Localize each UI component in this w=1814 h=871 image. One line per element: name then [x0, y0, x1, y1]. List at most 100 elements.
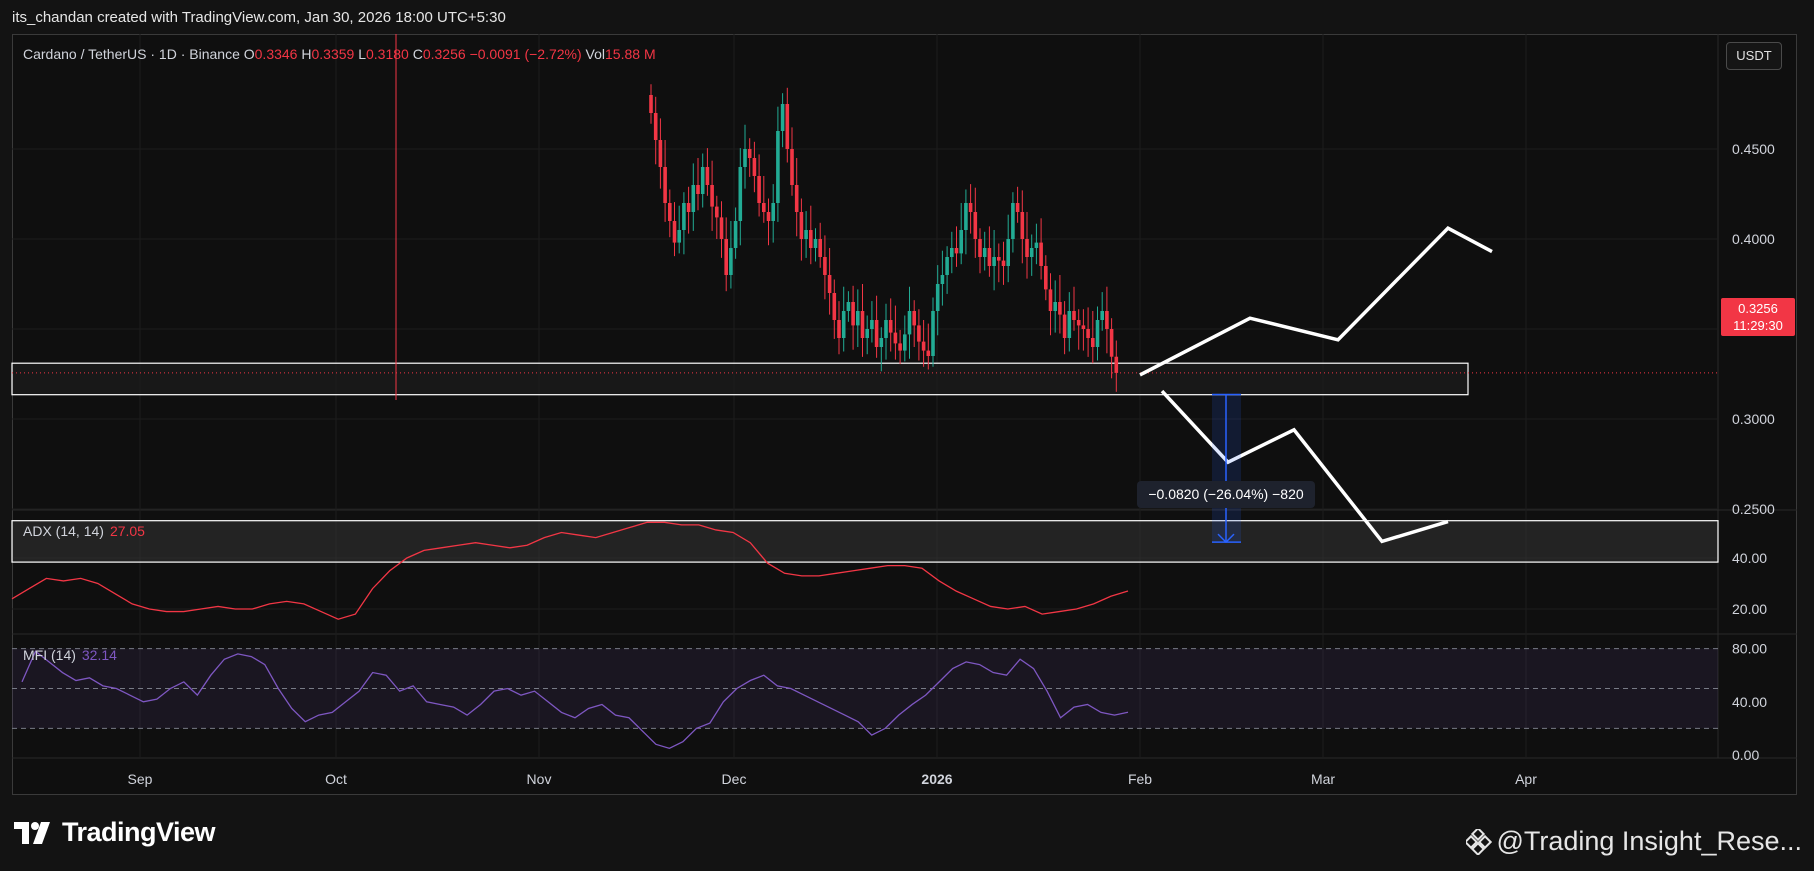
candle — [1020, 190, 1025, 264]
mfi-tick-label: 40.00 — [1732, 694, 1767, 710]
adx-legend[interactable]: ADX (14, 14) 27.05 — [23, 523, 145, 539]
candle — [884, 303, 888, 360]
candle-body — [663, 167, 667, 203]
price-tick-label: 0.2500 — [1732, 501, 1775, 517]
candle-body — [799, 212, 804, 239]
candle — [1006, 214, 1010, 283]
candle-body — [705, 167, 710, 185]
price-tick-label: 0.3000 — [1732, 411, 1775, 427]
open-value: 0.3346 — [254, 46, 298, 62]
candle — [964, 189, 968, 255]
price-tick-label: 0.4500 — [1732, 141, 1775, 157]
candle-body — [771, 203, 775, 221]
candle — [1034, 223, 1039, 265]
candle-body — [912, 311, 916, 326]
axes: Sep Oct Nov Dec 2026 Feb Mar Apr 0.4500 0.4000 0.3… — [128, 141, 1775, 787]
candle — [879, 327, 884, 372]
candle — [719, 201, 724, 258]
projection-down-arrow — [1160, 389, 1449, 544]
candle-body — [874, 320, 879, 347]
open-label: O — [243, 46, 255, 62]
candle-body — [870, 320, 874, 329]
candle — [672, 202, 677, 257]
candle-body — [1058, 302, 1062, 315]
candle-body — [935, 284, 940, 311]
candle-body — [860, 311, 865, 338]
zones — [11, 362, 1719, 563]
volume-label: Vol — [585, 46, 606, 62]
candle — [785, 87, 790, 163]
adx-tick-label: 20.00 — [1732, 601, 1767, 617]
currency-button[interactable]: USDT — [1726, 42, 1782, 70]
candle — [677, 205, 681, 254]
candle-body — [776, 131, 780, 203]
candle-body — [997, 257, 1001, 261]
mfi-tick-label: 0.00 — [1732, 747, 1759, 763]
candle — [950, 231, 954, 274]
candle — [1053, 280, 1057, 333]
candle — [870, 301, 874, 343]
candle-body — [1039, 242, 1043, 266]
candle — [982, 231, 987, 271]
candle-body — [757, 176, 761, 203]
candle — [827, 248, 832, 315]
candle-body — [856, 311, 860, 326]
candle-body — [926, 350, 931, 356]
candle — [1001, 241, 1006, 285]
time-tick-label: Oct — [325, 771, 347, 787]
mfi-value: 32.14 — [81, 647, 117, 663]
candle — [837, 301, 841, 355]
candle-body — [931, 311, 935, 356]
candle-body — [738, 167, 743, 221]
adx-line — [11, 521, 1129, 620]
candle-body — [982, 248, 987, 257]
candle-body — [837, 320, 841, 338]
measure-label: −0.0820 (−26.04%) −820 — [1137, 481, 1315, 508]
candle-body — [884, 320, 888, 338]
last-price: 0.3256 — [1738, 301, 1778, 316]
candle — [921, 320, 926, 367]
candle — [1076, 309, 1081, 350]
measure-arrowhead — [1217, 533, 1235, 544]
candle-body — [827, 275, 832, 293]
change-value: −0.0091 (−2.72%) — [469, 46, 582, 62]
candle — [865, 315, 869, 355]
candle — [766, 198, 771, 246]
candle-body — [968, 203, 973, 212]
candle-body — [1109, 329, 1114, 357]
candle-body — [672, 221, 677, 243]
low-label: L — [358, 46, 366, 62]
mfi-legend[interactable]: MFI (14) 32.14 — [23, 647, 117, 663]
candle-body — [893, 332, 898, 344]
tradingview-logo[interactable]: TradingView — [14, 817, 216, 848]
mfi-line — [21, 650, 1129, 750]
candle-body — [715, 206, 719, 218]
projection-up-arrow — [1139, 226, 1493, 377]
candle — [917, 309, 921, 361]
candle — [832, 279, 837, 339]
candle — [738, 148, 743, 246]
candle — [1091, 311, 1095, 364]
candle — [799, 198, 804, 261]
candle-body — [945, 257, 949, 275]
symbol-legend: Cardano / TetherUS · 1D · Binance O0.334… — [23, 46, 656, 62]
candle-body — [724, 239, 728, 275]
candle-body — [733, 221, 738, 248]
candle — [851, 285, 855, 350]
time-tick-label: Nov — [527, 771, 552, 787]
candle — [691, 163, 696, 231]
symbol-name[interactable]: Cardano / TetherUS · 1D · Binance — [23, 46, 240, 62]
candle-body — [658, 140, 663, 167]
candle-body — [879, 338, 884, 347]
low-value: 0.3180 — [366, 46, 409, 62]
overlays — [12, 34, 1718, 544]
candle — [700, 153, 705, 208]
candle-body — [719, 217, 724, 239]
candle — [776, 106, 780, 222]
candle-body — [1072, 311, 1076, 320]
candle-body — [1095, 320, 1100, 347]
candle-body — [1100, 311, 1104, 320]
candle — [860, 284, 865, 357]
candle-body — [809, 230, 813, 248]
